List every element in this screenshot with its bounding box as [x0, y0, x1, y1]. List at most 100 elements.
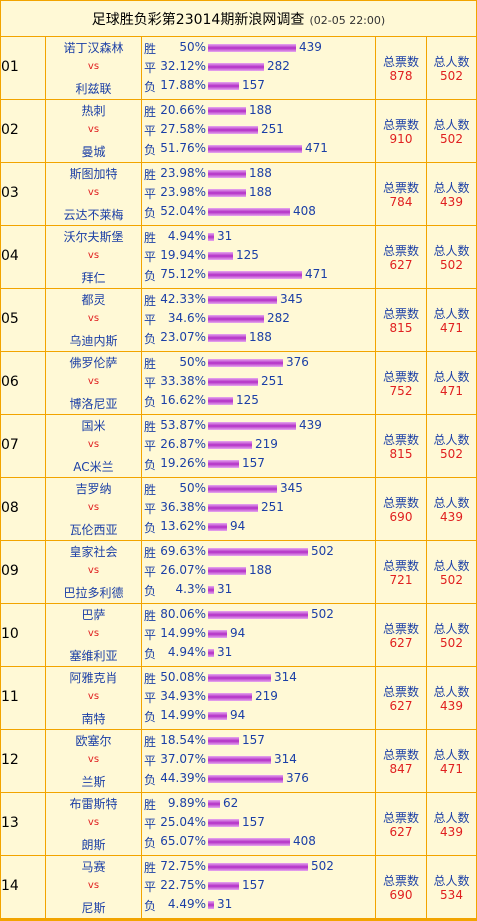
vote-option-row: 负 51.76% 471 [144, 140, 375, 158]
vote-distribution-cell: 胜 18.54% 157 平 37.07% 314 负 44.39% 376 [142, 730, 375, 792]
home-team-link[interactable]: 吉罗纳 [75, 482, 112, 496]
match-number-cell: 08 [1, 478, 45, 540]
away-team-link[interactable]: 朗斯 [81, 838, 106, 852]
option-count: 282 [267, 311, 290, 325]
vote-option-row: 胜 9.89% 62 [144, 795, 375, 813]
option-count: 157 [242, 456, 265, 470]
vote-bar [208, 441, 252, 449]
home-team-link[interactable]: 沃尔夫斯堡 [63, 230, 124, 244]
total-people-value: 502 [440, 258, 463, 272]
vote-option-row: 胜 20.66% 188 [144, 102, 375, 120]
option-percent: 36.38% [160, 500, 206, 514]
option-count: 471 [305, 141, 328, 155]
vote-bar [208, 397, 233, 405]
vote-option-row: 胜 69.63% 502 [144, 543, 375, 561]
option-count: 502 [311, 607, 334, 621]
match-row: 09 皇家社会 vs 巴拉多利德 胜 69.63% 502 平 26.07% 188 负 4.3% 31… [1, 541, 476, 603]
home-team-link[interactable]: 斯图加特 [69, 167, 118, 181]
vote-option-row: 平 23.98% 188 [144, 184, 375, 202]
vote-bar [208, 271, 302, 279]
option-count: 157 [242, 815, 265, 829]
option-label: 负 [144, 458, 157, 472]
match-number-cell: 03 [1, 163, 45, 225]
vs-label: vs [87, 439, 100, 450]
option-percent: 23.07% [160, 330, 206, 344]
vote-bar [208, 126, 258, 134]
vote-bar [208, 359, 283, 367]
vote-option-row: 胜 50.08% 314 [144, 669, 375, 687]
vote-bar [208, 863, 308, 871]
option-percent: 50.08% [160, 670, 206, 684]
option-label: 胜 [144, 231, 157, 245]
option-percent: 26.87% [160, 437, 206, 451]
option-percent: 42.33% [160, 292, 206, 306]
teams-cell: 佛罗伦萨 vs 博洛尼亚 [46, 352, 141, 414]
total-people-cell: 总人数 471 [427, 289, 476, 351]
away-team-link[interactable]: 南特 [81, 712, 106, 726]
vote-option-row: 平 26.07% 188 [144, 562, 375, 580]
away-team-link[interactable]: 塞维利亚 [69, 649, 118, 663]
away-team-link[interactable]: AC米兰 [73, 460, 114, 474]
home-team-link[interactable]: 马赛 [81, 860, 106, 874]
vote-option-row: 负 16.62% 125 [144, 392, 375, 410]
total-votes-label: 总票数 [382, 622, 419, 636]
total-people-label: 总人数 [433, 874, 470, 888]
vote-option-row: 胜 72.75% 502 [144, 858, 375, 876]
home-team-link[interactable]: 国米 [81, 419, 106, 433]
vote-bar [208, 523, 227, 531]
vote-option-row: 胜 80.06% 502 [144, 606, 375, 624]
vote-bar [208, 901, 214, 909]
vote-option-row: 平 22.75% 157 [144, 877, 375, 895]
option-count: 125 [236, 393, 259, 407]
total-votes-label: 总票数 [382, 118, 419, 132]
option-percent: 80.06% [160, 607, 206, 621]
away-team-link[interactable]: 博洛尼亚 [69, 397, 118, 411]
total-people-label: 总人数 [433, 244, 470, 258]
option-count: 376 [286, 355, 309, 369]
vote-option-row: 负 23.07% 188 [144, 329, 375, 347]
vote-option-row: 平 19.94% 125 [144, 247, 375, 265]
total-votes-value: 627 [389, 825, 413, 839]
vote-option-row: 胜 50% 345 [144, 480, 375, 498]
teams-cell: 都灵 vs 乌迪内斯 [46, 289, 141, 351]
away-team-link[interactable]: 曼城 [81, 145, 106, 159]
away-team-link[interactable]: 瓦伦西亚 [69, 523, 118, 537]
total-votes-value: 847 [389, 762, 413, 776]
home-team-link[interactable]: 巴萨 [81, 608, 106, 622]
away-team-link[interactable]: 拜仁 [81, 271, 106, 285]
home-team-link[interactable]: 佛罗伦萨 [69, 356, 118, 370]
total-people-cell: 总人数 439 [427, 667, 476, 729]
total-people-cell: 总人数 502 [427, 604, 476, 666]
home-team-link[interactable]: 欧塞尔 [75, 734, 112, 748]
total-votes-cell: 总票数 627 [376, 226, 426, 288]
away-team-link[interactable]: 巴拉多利德 [63, 586, 124, 600]
option-label: 胜 [144, 546, 157, 560]
vs-label: vs [87, 817, 100, 828]
away-team-link[interactable]: 云达不莱梅 [63, 208, 124, 222]
option-label: 负 [144, 206, 157, 220]
total-people-label: 总人数 [433, 55, 470, 69]
vs-label: vs [87, 376, 100, 387]
home-team-link[interactable]: 热刺 [81, 104, 106, 118]
away-team-link[interactable]: 利兹联 [75, 82, 112, 96]
home-team-link[interactable]: 诺丁汉森林 [63, 41, 124, 55]
match-number: 08 [1, 500, 19, 516]
away-team-link[interactable]: 兰斯 [81, 775, 106, 789]
option-percent: 14.99% [160, 708, 206, 722]
away-team-link[interactable]: 乌迪内斯 [69, 334, 118, 348]
option-percent: 9.89% [167, 796, 206, 810]
option-percent: 19.26% [160, 456, 206, 470]
home-team-link[interactable]: 布雷斯特 [69, 797, 118, 811]
home-team-link[interactable]: 都灵 [81, 293, 106, 307]
home-team-link[interactable]: 阿雅克肖 [69, 671, 118, 685]
vs-label: vs [87, 61, 100, 72]
vote-bar [208, 611, 308, 619]
home-team-link[interactable]: 皇家社会 [69, 545, 118, 559]
option-label: 负 [144, 269, 157, 283]
away-team-link[interactable]: 尼斯 [81, 901, 106, 915]
total-people-value: 439 [440, 825, 463, 839]
teams-cell: 阿雅克肖 vs 南特 [46, 667, 141, 729]
total-votes-value: 627 [389, 699, 413, 713]
match-number: 01 [1, 59, 19, 75]
